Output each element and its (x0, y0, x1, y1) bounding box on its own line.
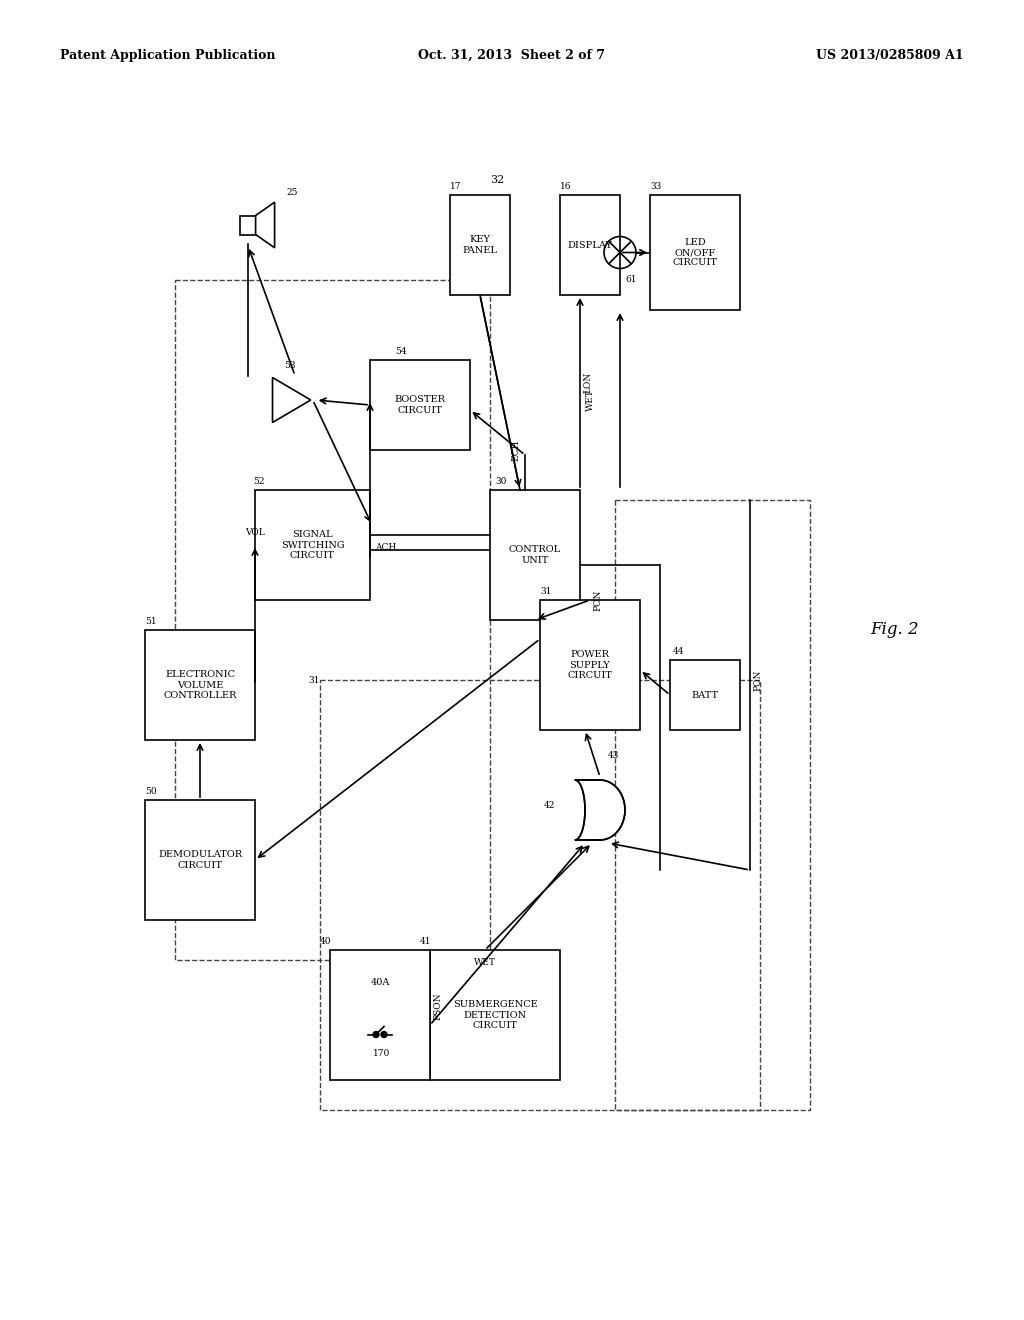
Text: SUBMERGENCE
DETECTION
CIRCUIT: SUBMERGENCE DETECTION CIRCUIT (453, 1001, 538, 1030)
Bar (370, 360, 470, 450)
Bar (175, 280, 490, 960)
Bar (540, 601, 640, 730)
Text: SIGNAL
SWITCHING
CIRCUIT: SIGNAL SWITCHING CIRCUIT (281, 531, 344, 560)
Bar (650, 195, 740, 310)
Text: LED
ON/OFF
CIRCUIT: LED ON/OFF CIRCUIT (673, 238, 718, 268)
Text: 32: 32 (490, 176, 504, 185)
Text: 44: 44 (673, 647, 684, 656)
Bar (255, 490, 370, 601)
Text: 42: 42 (544, 800, 555, 809)
Text: Patent Application Publication: Patent Application Publication (60, 49, 275, 62)
Text: PON: PON (593, 589, 602, 611)
Text: KEY
PANEL: KEY PANEL (463, 235, 498, 255)
Text: WET: WET (586, 389, 595, 411)
Text: 31: 31 (540, 587, 551, 597)
Text: VOL: VOL (245, 528, 265, 537)
Text: ECH: ECH (511, 440, 520, 461)
Text: WET: WET (474, 958, 496, 968)
Text: 50: 50 (145, 787, 157, 796)
Bar (450, 195, 510, 294)
Text: 52: 52 (253, 477, 264, 486)
Text: 33: 33 (650, 182, 662, 191)
Text: BOOSTER
CIRCUIT: BOOSTER CIRCUIT (394, 395, 445, 414)
Text: 43: 43 (608, 751, 620, 760)
Text: 30: 30 (495, 477, 507, 486)
Polygon shape (272, 378, 310, 422)
Text: BATT: BATT (691, 690, 719, 700)
Circle shape (373, 1031, 379, 1038)
Text: 51: 51 (145, 616, 157, 626)
Bar (430, 950, 560, 1080)
Text: 16: 16 (560, 182, 571, 191)
Text: ACH: ACH (375, 543, 396, 552)
Text: DISPLAY: DISPLAY (567, 240, 612, 249)
Polygon shape (256, 202, 274, 248)
Polygon shape (575, 780, 625, 840)
Bar (319, 680, 760, 1110)
Bar (490, 490, 580, 620)
Bar (330, 950, 430, 1080)
Text: Fig. 2: Fig. 2 (870, 622, 919, 639)
Text: US 2013/0285809 A1: US 2013/0285809 A1 (816, 49, 964, 62)
Text: 41: 41 (420, 937, 431, 946)
Text: 31: 31 (308, 676, 319, 685)
Text: Oct. 31, 2013  Sheet 2 of 7: Oct. 31, 2013 Sheet 2 of 7 (419, 49, 605, 62)
Text: 17: 17 (450, 182, 462, 191)
Text: DEMODULATOR
CIRCUIT: DEMODULATOR CIRCUIT (158, 850, 242, 870)
Text: PSON: PSON (433, 993, 442, 1020)
Text: 25: 25 (286, 187, 298, 197)
Circle shape (381, 1031, 387, 1038)
Text: 54: 54 (395, 347, 407, 356)
Bar (615, 500, 810, 1110)
Text: 53: 53 (285, 360, 296, 370)
Bar (560, 195, 620, 294)
Bar (145, 630, 255, 741)
Text: POWER
SUPPLY
CIRCUIT: POWER SUPPLY CIRCUIT (567, 651, 612, 680)
Text: LON: LON (583, 372, 592, 393)
Text: 40: 40 (319, 937, 332, 946)
Text: 40A: 40A (371, 978, 390, 987)
Bar (670, 660, 740, 730)
Text: 61: 61 (625, 275, 637, 284)
Text: PON: PON (753, 669, 762, 690)
Bar (145, 800, 255, 920)
Bar (241, 215, 256, 235)
Text: 170: 170 (374, 1048, 390, 1057)
Text: ELECTRONIC
VOLUME
CONTROLLER: ELECTRONIC VOLUME CONTROLLER (163, 671, 237, 700)
Text: CONTROL
UNIT: CONTROL UNIT (509, 545, 561, 565)
